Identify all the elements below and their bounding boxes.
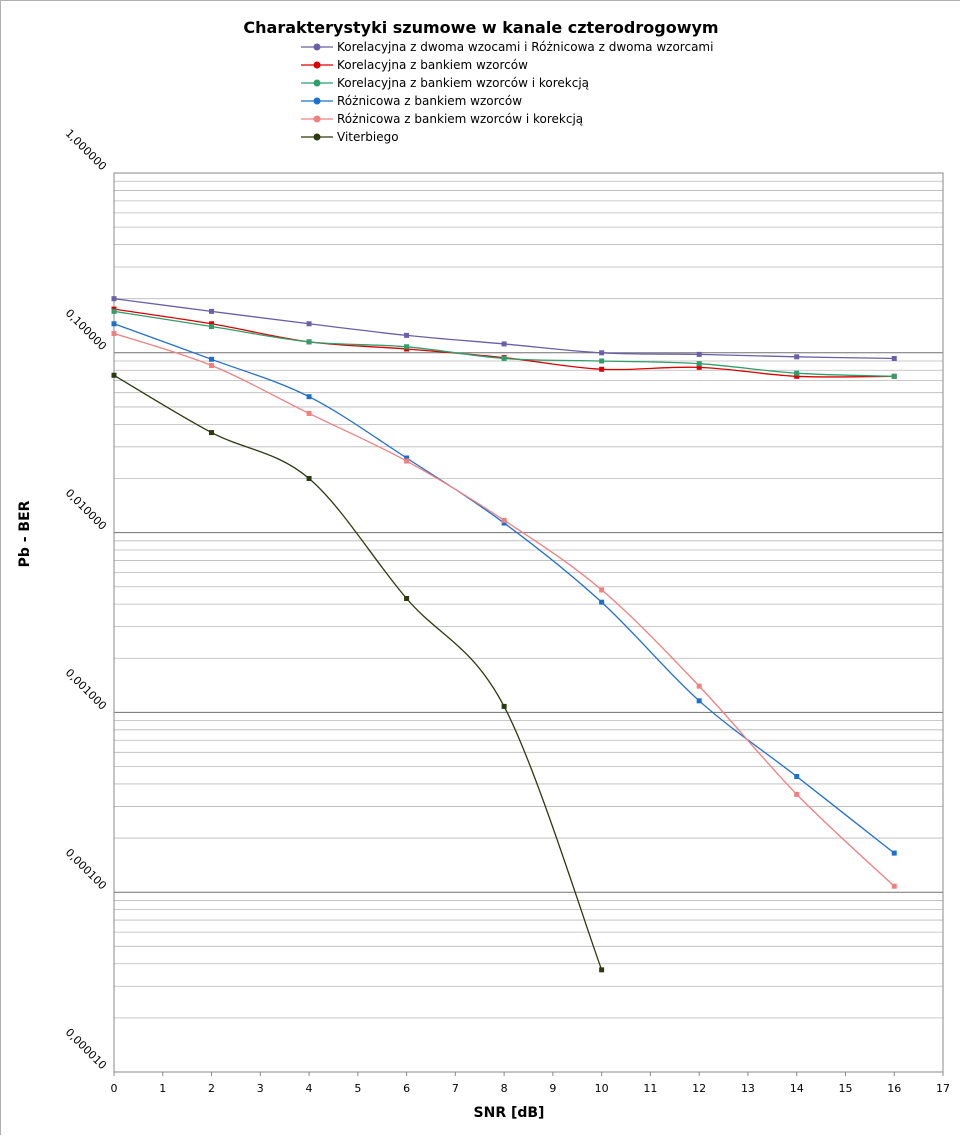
x-tick-label: 6: [403, 1082, 410, 1095]
data-point: [501, 341, 507, 347]
x-tick-label: 7: [452, 1082, 459, 1095]
series-line: [113, 332, 895, 887]
data-point: [794, 791, 800, 797]
data-point: [891, 883, 897, 889]
x-tick-label: 0: [111, 1082, 118, 1095]
data-point: [794, 354, 800, 360]
legend-label: Różnicowa z bankiem wzorców: [337, 94, 522, 108]
gridlines: [114, 180, 943, 1073]
data-point: [599, 358, 605, 364]
legend-swatch-marker: [313, 61, 321, 69]
x-tick-label: 16: [887, 1082, 901, 1095]
x-tick-label: 1: [159, 1082, 166, 1095]
data-point: [891, 355, 897, 361]
legend-label: Viterbiego: [337, 130, 399, 144]
data-point: [599, 366, 605, 372]
legend-swatch-marker: [313, 133, 321, 141]
x-axis-title: SNR [dB]: [474, 1105, 545, 1121]
data-point: [209, 321, 215, 327]
data-point: [696, 361, 702, 367]
data-point: [111, 321, 117, 327]
data-point: [209, 356, 215, 362]
x-tick-label: 12: [692, 1082, 706, 1095]
data-point: [404, 332, 410, 338]
data-point: [794, 774, 800, 780]
plot-area: [113, 172, 944, 1073]
data-point: [599, 587, 605, 593]
x-tick-label: 11: [643, 1082, 657, 1095]
data-point: [209, 308, 215, 314]
legend-label: Korelacyjna z bankiem wzorców i korekcją: [337, 76, 589, 90]
data-point: [404, 455, 410, 461]
data-point: [794, 370, 800, 376]
legend-label: Korelacyjna z bankiem wzorców: [337, 58, 528, 72]
legend-label: Korelacyjna z dwoma wzocami i Różnicowa …: [337, 40, 713, 54]
x-tick-label: 2: [208, 1082, 215, 1095]
legend: Korelacyjna z dwoma wzocami i Różnicowa …: [301, 40, 713, 144]
data-point: [209, 430, 215, 436]
x-tick-label: 17: [936, 1082, 950, 1095]
data-point: [696, 698, 702, 704]
data-point: [306, 321, 312, 327]
data-point: [404, 596, 410, 602]
x-tick-label: 4: [306, 1082, 313, 1095]
x-tick-label: 3: [257, 1082, 264, 1095]
data-point: [306, 410, 312, 416]
x-tick-label: 9: [549, 1082, 556, 1095]
data-point: [501, 520, 507, 526]
y-axis-title: Pb - BER: [17, 500, 33, 567]
data-point: [209, 362, 215, 368]
data-point: [696, 683, 702, 689]
data-point: [891, 373, 897, 379]
data-point: [501, 355, 507, 361]
data-point: [501, 703, 507, 709]
legend-label: Różnicowa z bankiem wzorców i korekcją: [337, 112, 583, 126]
data-point: [111, 296, 117, 302]
data-point: [209, 324, 215, 330]
data-point: [111, 308, 117, 314]
series-layer: [111, 296, 897, 973]
data-point: [696, 351, 702, 357]
data-point: [599, 967, 605, 973]
data-point: [111, 372, 117, 378]
legend-swatch-marker: [313, 43, 321, 51]
x-axis-ticks: 0 1 2 3 4 5 6 7 8 9 10 11 12 13 14 15 16 17: [111, 1072, 950, 1095]
data-point: [111, 331, 117, 337]
chart-title: Charakterystyki szumowe w kanale czterod…: [243, 18, 718, 37]
x-tick-label: 8: [501, 1082, 508, 1095]
data-point: [404, 458, 410, 464]
legend-swatch-marker: [313, 97, 321, 105]
x-tick-label: 15: [838, 1082, 852, 1095]
data-point: [306, 475, 312, 481]
data-point: [404, 344, 410, 350]
data-point: [696, 364, 702, 370]
x-tick-label: 10: [595, 1082, 609, 1095]
data-point: [794, 373, 800, 379]
x-tick-label: 13: [741, 1082, 755, 1095]
series-line: [113, 323, 895, 854]
x-tick-label: 5: [354, 1082, 361, 1095]
data-point: [501, 517, 507, 523]
legend-swatch-marker: [313, 115, 321, 123]
data-point: [891, 850, 897, 856]
data-point: [599, 599, 605, 605]
data-point: [306, 394, 312, 400]
data-point: [599, 350, 605, 356]
data-point: [306, 339, 312, 345]
x-tick-label: 14: [790, 1082, 804, 1095]
legend-swatch-marker: [313, 79, 321, 87]
